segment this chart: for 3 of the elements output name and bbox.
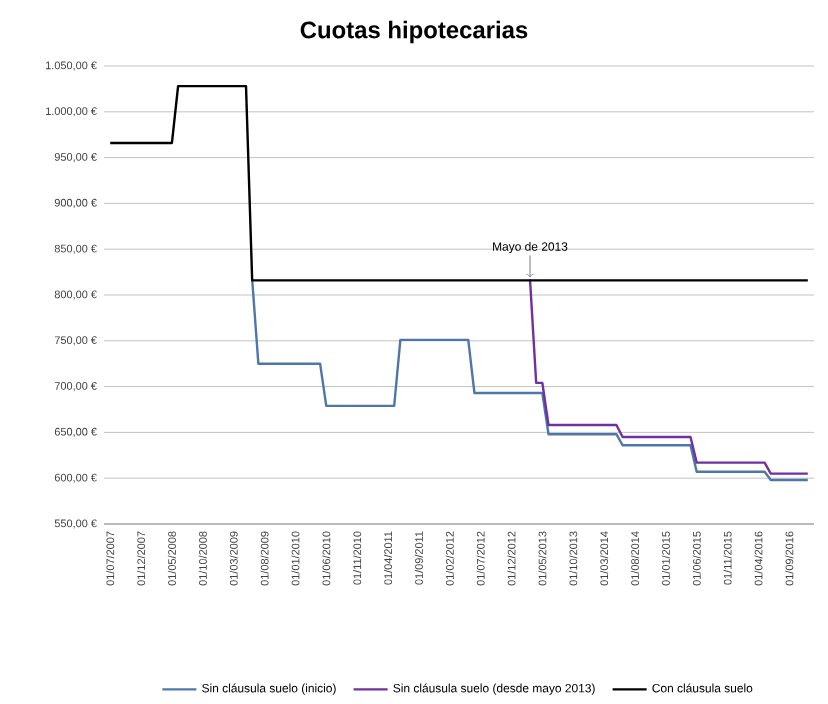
line-series — [528, 278, 810, 476]
line-series — [250, 278, 810, 482]
chart-title: Cuotas hipotecarias — [300, 21, 528, 44]
